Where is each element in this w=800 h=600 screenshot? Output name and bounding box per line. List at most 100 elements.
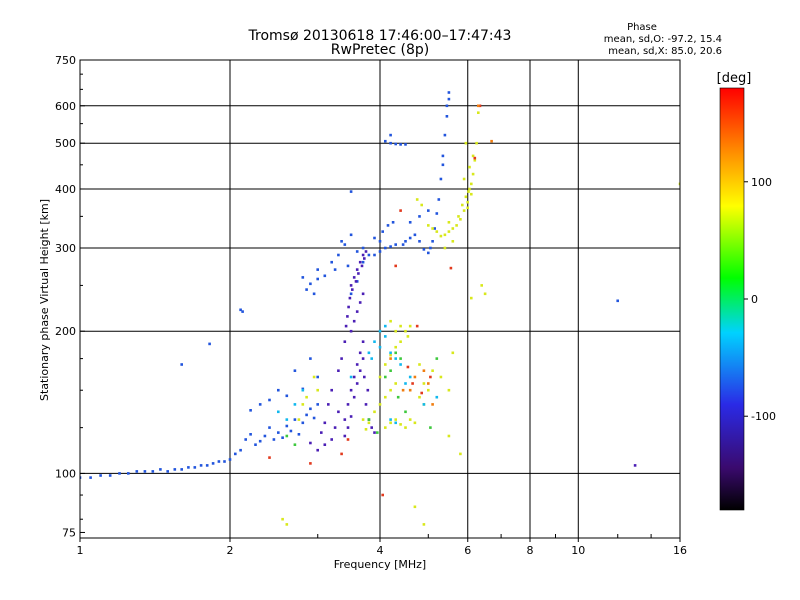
data-point: [616, 299, 619, 303]
data-point: [378, 240, 382, 243]
data-point: [420, 391, 423, 395]
data-point: [373, 253, 376, 257]
data-point: [258, 439, 262, 443]
data-point: [349, 375, 353, 379]
data-point: [435, 395, 439, 399]
data-point: [309, 462, 312, 465]
x-tick-label: 2: [227, 544, 234, 557]
data-point: [404, 382, 407, 385]
data-point: [180, 468, 183, 471]
data-point: [408, 388, 412, 392]
data-point: [281, 517, 284, 521]
data-point: [399, 363, 402, 366]
data-point: [193, 466, 197, 469]
data-point: [301, 421, 305, 425]
x-axis-ticks: 1 2 4 6 8 10 16: [77, 534, 687, 557]
data-point: [268, 426, 271, 429]
y-axis-label: Stationary phase Virtual Height [km]: [38, 199, 51, 401]
data-point: [470, 296, 473, 300]
data-point: [301, 388, 305, 392]
data-point: [217, 460, 221, 463]
data-point: [327, 403, 330, 406]
data-point: [467, 190, 470, 193]
data-point: [301, 403, 305, 406]
data-point: [337, 410, 340, 414]
data-point: [364, 428, 368, 431]
data-point: [349, 190, 353, 193]
data-point: [399, 423, 402, 426]
data-point: [337, 253, 340, 257]
data-point: [678, 182, 680, 186]
data-point: [347, 305, 350, 309]
data-point: [297, 433, 301, 436]
data-point: [361, 418, 365, 421]
data-point: [427, 382, 430, 385]
data-point: [384, 426, 387, 429]
data-point: [312, 292, 316, 296]
data-point: [249, 409, 252, 412]
data-point: [447, 221, 451, 224]
data-point: [241, 310, 244, 313]
y-tick-label: 100: [55, 467, 76, 480]
data-point: [363, 257, 366, 260]
data-point: [389, 388, 392, 392]
grid-lines: [80, 60, 680, 538]
data-point: [187, 466, 190, 469]
data-point: [360, 264, 364, 268]
chart-subtitle: RwPretec (8p): [331, 42, 429, 58]
data-point: [427, 224, 430, 227]
data-point: [316, 388, 319, 392]
data-point: [439, 234, 443, 238]
data-point: [316, 403, 319, 406]
data-point: [633, 464, 637, 467]
data-point: [389, 418, 392, 421]
data-point: [389, 357, 392, 360]
phase-stats-o: mean, sd,O: -97.2, 15.4: [604, 34, 722, 45]
data-point: [468, 165, 471, 169]
data-point: [466, 200, 469, 204]
data-point: [378, 329, 382, 333]
data-point: [441, 163, 445, 167]
data-point: [394, 418, 397, 421]
phase-stats-x: mean, sd,X: 85.0, 20.6: [608, 46, 722, 57]
data-point: [281, 436, 284, 439]
data-point: [461, 203, 464, 207]
data-point: [348, 296, 352, 300]
x-tick-label: 1: [77, 544, 84, 557]
data-point: [323, 274, 327, 278]
data-point: [277, 388, 280, 392]
data-point: [346, 315, 349, 318]
data-point: [285, 394, 289, 398]
data-point: [443, 233, 447, 237]
data-point: [352, 276, 356, 279]
data-point: [378, 375, 382, 379]
data-point: [396, 395, 400, 399]
data-point: [151, 470, 155, 473]
data-point: [436, 540, 439, 543]
data-point: [363, 375, 366, 379]
data-point: [404, 329, 407, 333]
data-point: [277, 431, 280, 434]
y-tick-label: 750: [55, 54, 76, 67]
data-point: [343, 243, 347, 246]
data-point: [422, 248, 426, 251]
data-point: [439, 375, 443, 379]
data-point: [447, 230, 451, 233]
data-points: [80, 91, 680, 543]
data-point: [343, 418, 347, 421]
data-point: [355, 363, 359, 366]
data-point: [349, 415, 353, 418]
data-point: [477, 111, 480, 114]
data-point: [239, 448, 242, 452]
data-point: [471, 154, 475, 158]
data-point: [477, 104, 480, 108]
data-point: [381, 493, 384, 497]
data-point: [415, 198, 419, 201]
data-point: [99, 474, 102, 477]
data-point: [418, 363, 421, 366]
data-point: [411, 382, 414, 385]
data-point: [199, 464, 203, 467]
data-point: [468, 187, 471, 191]
data-point: [459, 452, 462, 456]
data-point: [228, 458, 232, 461]
